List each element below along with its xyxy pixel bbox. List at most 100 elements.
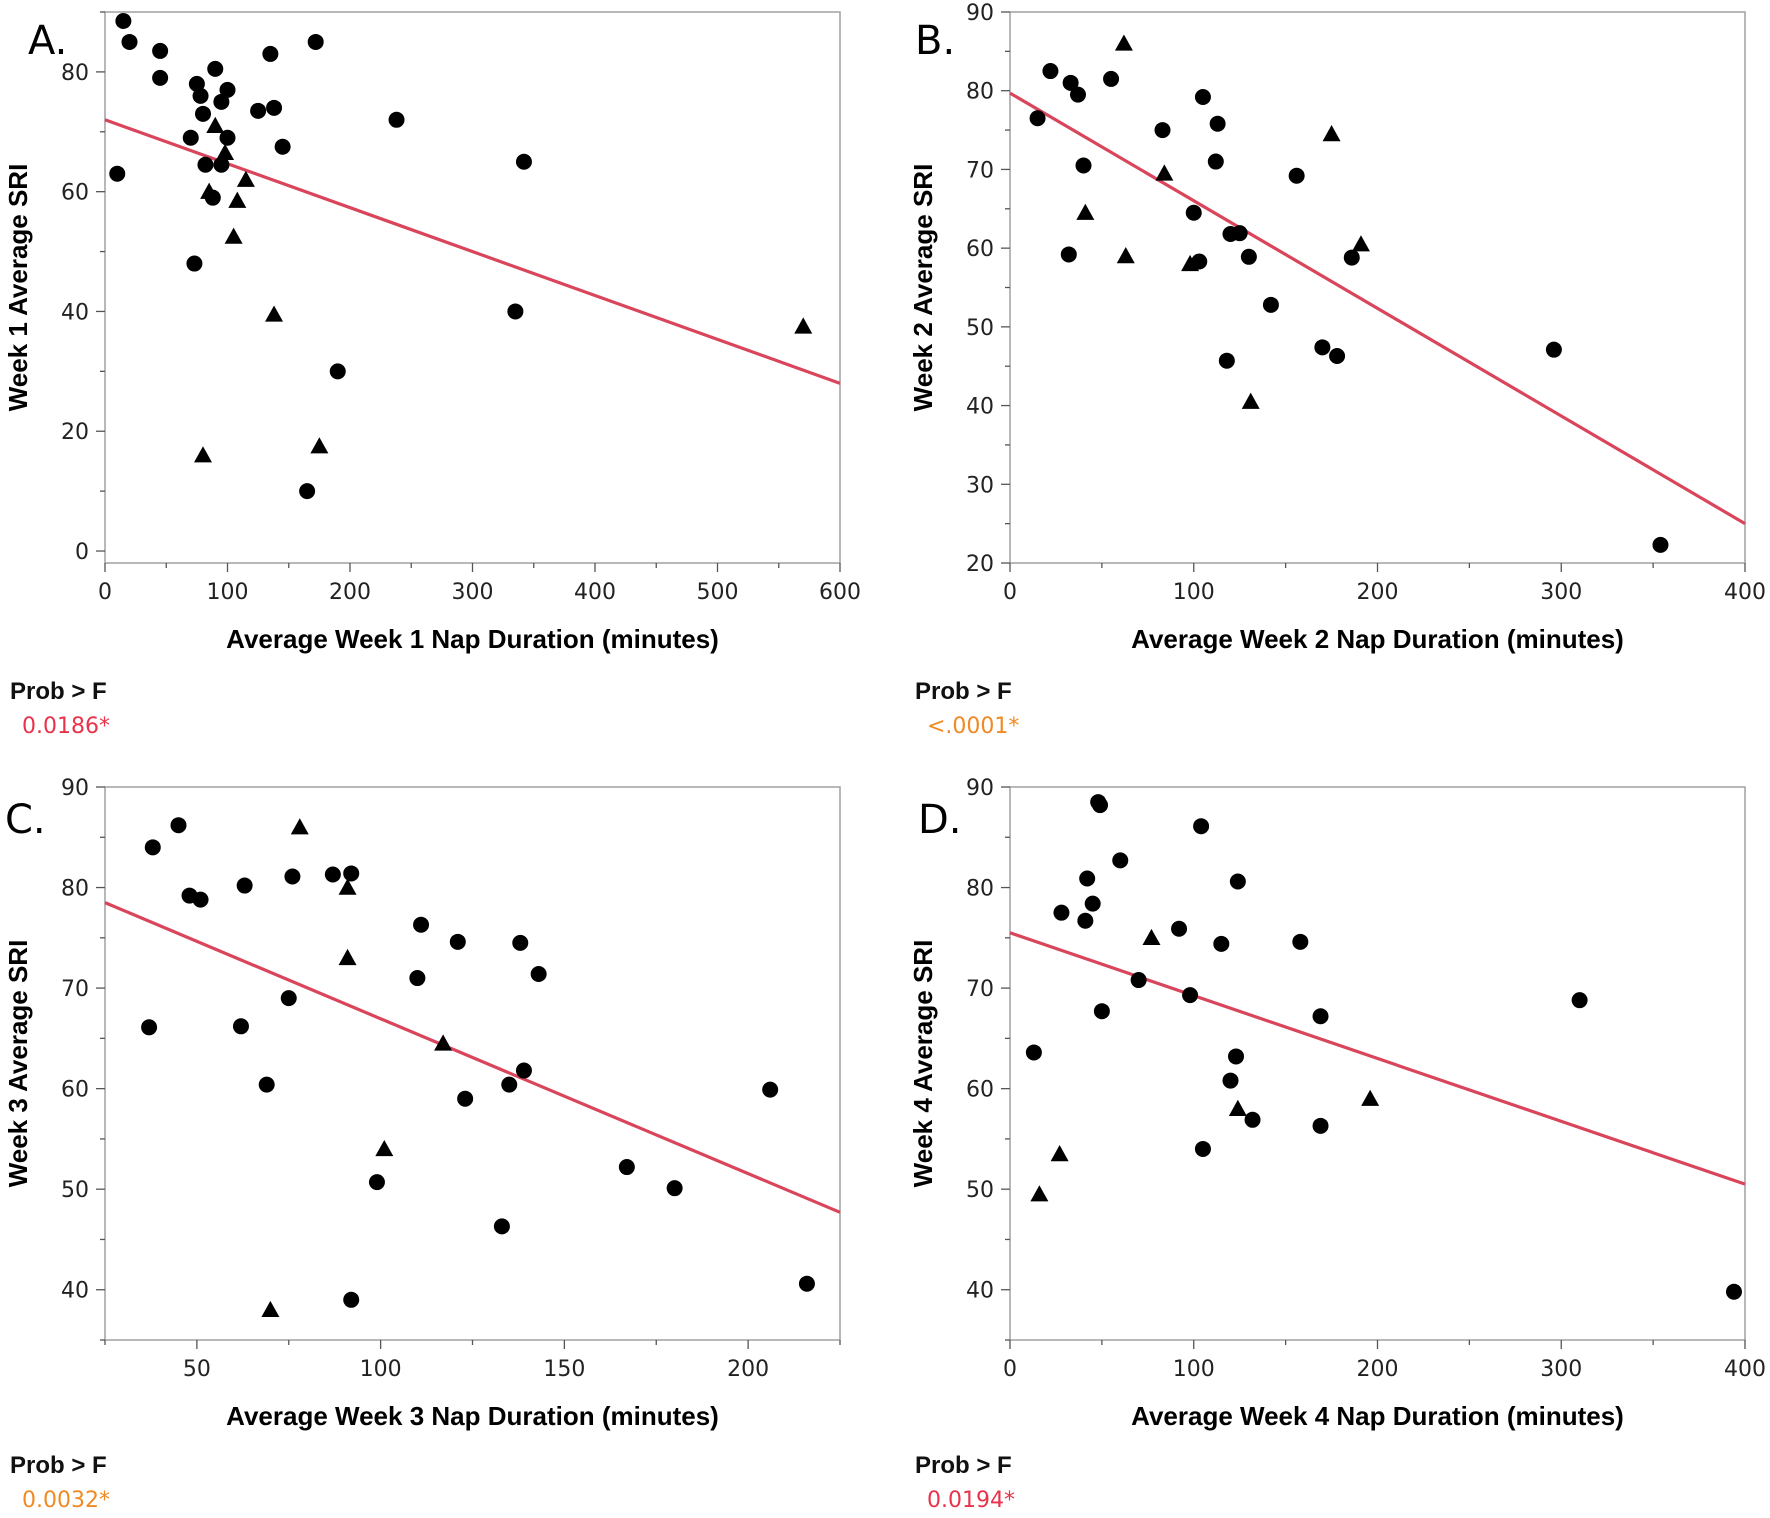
- plot-frame-c: [104, 786, 841, 1341]
- data-point-circle-d: [1725, 1283, 1742, 1300]
- data-point-triangle-a: [228, 191, 247, 208]
- x-tick-label-a: 300: [452, 580, 494, 605]
- data-point-circle-a: [152, 69, 169, 86]
- y-tick-label-c: 90: [61, 776, 89, 801]
- data-point-circle-b: [1314, 339, 1331, 356]
- y-tick-label-a: 0: [75, 540, 89, 565]
- panel-label-c: C.: [5, 797, 46, 843]
- y-tick-label-a: 60: [61, 181, 89, 206]
- x-tick-label-b: 200: [1357, 580, 1399, 605]
- data-point-circle-c: [493, 1218, 510, 1235]
- chart-d: 0 100 200 300 400 40 50 60 70 80 90 Average Week 4 …: [908, 776, 1766, 1431]
- data-point-circle-b: [1194, 89, 1211, 106]
- y-tick-label-a: 20: [61, 420, 89, 445]
- x-tick-label-d: 400: [1724, 1357, 1766, 1382]
- data-point-triangle-b: [1351, 235, 1370, 252]
- data-point-circle-a: [266, 99, 283, 116]
- data-point-circle-c: [368, 1174, 385, 1191]
- data-point-circle-c: [413, 916, 430, 933]
- data-point-circle-b: [1652, 536, 1669, 553]
- panel-label-b: B.: [915, 18, 955, 64]
- panel-label-d: D.: [918, 797, 962, 843]
- y-tick-label-a: 80: [61, 61, 89, 86]
- data-point-circle-c: [501, 1076, 518, 1093]
- data-point-circle-c: [409, 970, 426, 987]
- x-tick-label-a: 500: [697, 580, 739, 605]
- data-point-circle-c: [192, 891, 209, 908]
- data-point-circle-a: [186, 255, 203, 272]
- x-tick-label-c: 100: [360, 1357, 402, 1382]
- x-tick-label-a: 100: [207, 580, 249, 605]
- data-point-circle-b: [1185, 204, 1202, 221]
- prob-f-value-d: 0.0194*: [927, 1488, 1015, 1513]
- data-point-triangle-d: [1142, 928, 1161, 946]
- data-point-circle-a: [213, 93, 230, 110]
- data-point-circle-c: [232, 1018, 249, 1035]
- fit-line-b: [1009, 91, 1746, 526]
- data-point-triangle-b: [1076, 203, 1095, 220]
- data-point-circle-a: [307, 33, 324, 50]
- data-point-circle-d: [1112, 852, 1129, 869]
- data-point-circle-c: [762, 1081, 779, 1098]
- y-tick-label-c: 50: [61, 1178, 89, 1203]
- data-point-circle-a: [207, 60, 224, 77]
- data-point-circle-a: [152, 42, 169, 59]
- data-point-circle-d: [1130, 972, 1147, 989]
- data-point-triangle-c: [375, 1139, 394, 1157]
- data-point-circle-d: [1093, 1003, 1110, 1020]
- data-point-triangle-b: [1181, 254, 1200, 272]
- data-point-circle-c: [141, 1019, 158, 1036]
- data-point-triangle-b: [1241, 392, 1260, 409]
- data-point-circle-a: [299, 483, 316, 500]
- data-point-circle-a: [329, 363, 346, 380]
- plot-frame-d: [1009, 786, 1746, 1341]
- y-tick-label-d: 90: [966, 776, 994, 801]
- data-point-circle-a: [115, 12, 132, 29]
- data-point-circle-c: [512, 934, 529, 951]
- data-point-circle-b: [1288, 167, 1305, 184]
- data-point-triangle-a: [194, 446, 212, 463]
- fit-line-c: [104, 901, 841, 1214]
- x-tick-label-c: 50: [183, 1357, 211, 1382]
- data-point-circle-d: [1182, 987, 1199, 1004]
- data-point-circle-d: [1194, 1140, 1211, 1157]
- y-tick-label-d: 50: [966, 1178, 994, 1203]
- x-tick-label-d: 0: [1003, 1357, 1017, 1382]
- data-point-circle-b: [1343, 249, 1360, 266]
- data-point-circle-b: [1218, 352, 1235, 369]
- data-point-triangle-a: [224, 227, 243, 244]
- data-point-circle-a: [182, 129, 199, 146]
- data-point-circle-a: [195, 105, 211, 122]
- data-point-circle-a: [250, 102, 267, 119]
- data-point-circle-c: [236, 877, 253, 894]
- data-point-circle-d: [1213, 935, 1230, 952]
- data-point-triangle-c: [290, 818, 309, 835]
- x-tick-label-d: 300: [1540, 1357, 1582, 1382]
- x-tick-label-d: 200: [1357, 1357, 1399, 1382]
- data-point-circle-d: [1571, 992, 1588, 1009]
- y-tick-label-b: 30: [966, 473, 994, 498]
- data-point-circle-d: [1312, 1117, 1329, 1134]
- prob-f-value-a: 0.0186*: [22, 714, 110, 739]
- prob-f-label-a: Prob > F: [10, 678, 107, 705]
- data-point-circle-d: [1025, 1044, 1042, 1061]
- y-tick-label-b: 90: [966, 1, 994, 26]
- data-point-circle-d: [1092, 797, 1109, 814]
- data-point-triangle-a: [200, 182, 219, 199]
- fit-line-a: [104, 118, 841, 385]
- data-point-circle-c: [170, 817, 187, 834]
- plot-frame-b: [1009, 11, 1746, 564]
- data-point-circle-d: [1193, 818, 1210, 835]
- data-point-circle-b: [1329, 347, 1346, 364]
- data-point-circle-b: [1262, 296, 1279, 313]
- data-point-triangle-a: [236, 170, 255, 187]
- x-tick-label-d: 100: [1173, 1357, 1215, 1382]
- panel-label-a: A.: [28, 18, 67, 64]
- y-tick-label-c: 60: [61, 1078, 89, 1103]
- data-point-circle-b: [1231, 225, 1248, 242]
- y-axis-title-d: Week 4 Average SRI: [908, 940, 938, 1188]
- data-point-circle-c: [343, 1291, 360, 1308]
- data-point-circle-d: [1312, 1008, 1329, 1025]
- data-point-circle-c: [284, 868, 301, 885]
- data-point-circle-b: [1029, 110, 1046, 127]
